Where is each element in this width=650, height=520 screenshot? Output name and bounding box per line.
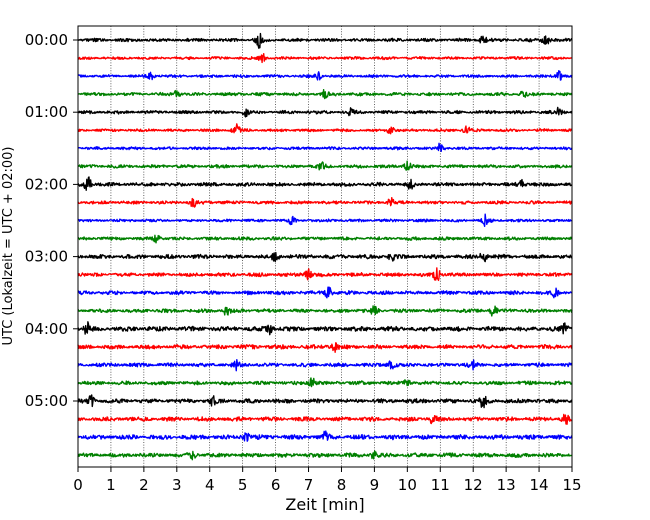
trace-0530 — [77, 430, 573, 442]
trace-0330 — [77, 286, 573, 299]
trace-0130 — [77, 142, 573, 153]
x-tick-label: 15 — [562, 476, 581, 494]
x-axis: 0 1 2 3 4 5 6 7 8 9 10 11 12 13 14 15 — [73, 467, 582, 494]
trace-0300 — [77, 251, 573, 263]
x-axis-label: Zeit [min] — [285, 495, 364, 514]
y-tick-label: 01:00 — [25, 103, 68, 121]
x-tick-label: 10 — [398, 476, 417, 494]
trace-0015 — [77, 52, 573, 64]
x-tick-label: 8 — [337, 476, 347, 494]
x-tick-label: 13 — [497, 476, 516, 494]
grid-lines — [110, 26, 540, 467]
trace-0245 — [77, 234, 573, 244]
seismogram-traces — [77, 32, 573, 461]
plot-background — [78, 26, 572, 467]
x-tick-label: 9 — [370, 476, 380, 494]
x-tick-label: 14 — [530, 476, 549, 494]
x-tick-label: 7 — [304, 476, 314, 494]
trace-0430 — [77, 359, 573, 372]
trace-0545 — [77, 450, 573, 461]
x-tick-label: 5 — [238, 476, 248, 494]
x-tick-label: 11 — [431, 476, 450, 494]
trace-0345 — [77, 305, 573, 317]
y-tick-label: 00:00 — [25, 31, 68, 49]
trace-0115 — [77, 123, 573, 135]
trace-0415 — [77, 342, 573, 353]
trace-0200 — [77, 176, 573, 191]
x-tick-label: 0 — [73, 476, 83, 494]
x-tick-label: 12 — [464, 476, 483, 494]
y-axis-label: UTC (Lokalzeit = UTC + 02:00) — [1, 147, 16, 346]
y-tick-label: 05:00 — [25, 392, 68, 410]
trace-0215 — [77, 196, 573, 208]
trace-0045 — [77, 88, 573, 100]
x-tick-label: 2 — [139, 476, 149, 494]
trace-0445 — [77, 377, 573, 388]
trace-0030 — [77, 70, 573, 81]
trace-0500 — [77, 394, 573, 409]
x-tick-label: 3 — [172, 476, 182, 494]
trace-0100 — [77, 106, 573, 118]
trace-0515 — [77, 413, 573, 425]
y-tick-label: 03:00 — [25, 248, 68, 266]
x-tick-label: 4 — [205, 476, 215, 494]
trace-0145 — [77, 160, 573, 171]
trace-0000 — [77, 32, 573, 49]
trace-0315 — [77, 267, 573, 282]
plot-frame — [77, 25, 573, 468]
y-axis: 00:00 01:00 02:00 03:00 04:00 05:00 — [25, 31, 78, 410]
y-tick-label: 02:00 — [25, 175, 68, 193]
trace-0400 — [77, 321, 573, 336]
trace-0230 — [77, 213, 573, 228]
x-tick-label: 1 — [106, 476, 116, 494]
x-tick-label: 6 — [271, 476, 281, 494]
y-tick-label: 04:00 — [25, 320, 68, 338]
